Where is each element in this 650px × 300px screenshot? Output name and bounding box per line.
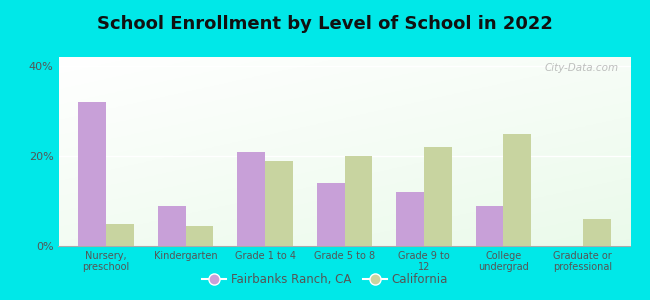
Text: City-Data.com: City-Data.com (545, 63, 619, 73)
Bar (583, 219, 610, 246)
Bar (265, 160, 293, 246)
Bar (396, 192, 424, 246)
Bar (476, 206, 503, 246)
Bar (317, 183, 345, 246)
Bar (503, 134, 531, 246)
Text: School Enrollment by Level of School in 2022: School Enrollment by Level of School in … (97, 15, 553, 33)
Bar (106, 224, 134, 246)
Legend: Fairbanks Ranch, CA, California: Fairbanks Ranch, CA, California (198, 269, 452, 291)
Bar (424, 147, 452, 246)
Bar (344, 156, 372, 246)
Bar (79, 102, 106, 246)
Bar (158, 206, 186, 246)
Bar (186, 226, 213, 246)
Bar (237, 152, 265, 246)
